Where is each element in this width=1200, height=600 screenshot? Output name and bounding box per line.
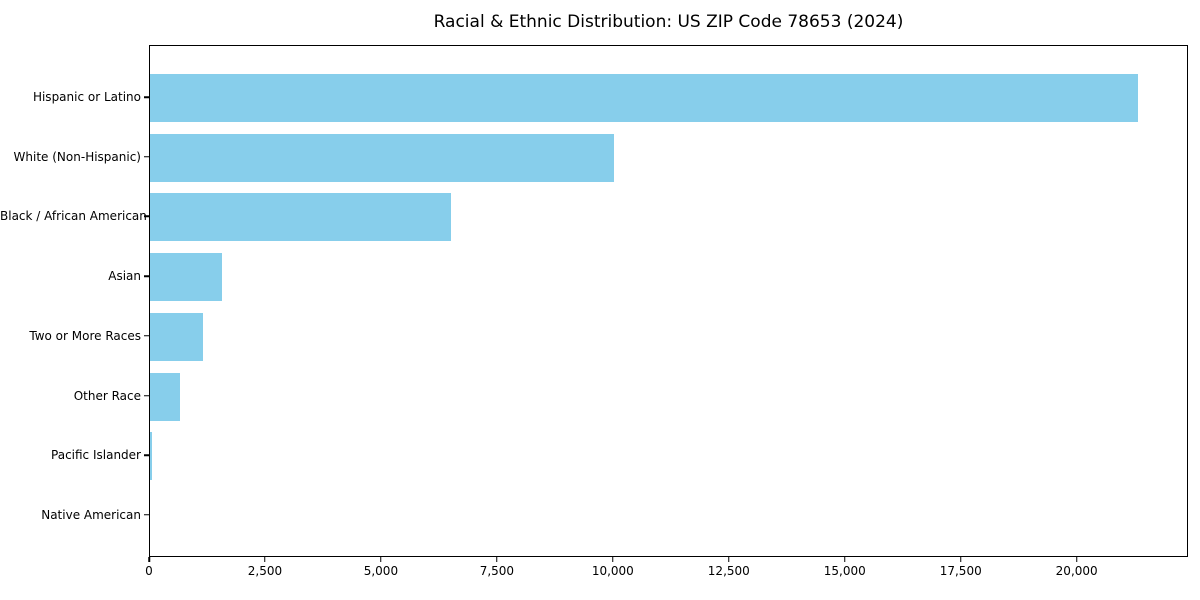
x-tick <box>380 557 382 562</box>
x-tick <box>148 557 150 562</box>
y-axis-label: Asian <box>108 269 141 284</box>
bar-other-race <box>150 372 181 421</box>
bar-two-or-more-races <box>150 312 204 361</box>
x-tick <box>496 557 498 562</box>
x-tick-label: 0 <box>145 564 153 578</box>
bar-black-african-american <box>150 193 452 242</box>
y-axis-label: White (Non-Hispanic) <box>13 149 141 164</box>
y-axis-label: Native American <box>41 507 141 522</box>
y-tick <box>144 454 149 457</box>
y-tick <box>144 215 149 218</box>
x-tick-label: 10,000 <box>591 564 634 578</box>
x-tick-label: 7,500 <box>479 564 515 578</box>
chart-title: Racial & Ethnic Distribution: US ZIP Cod… <box>433 12 904 32</box>
x-tick-label: 20,000 <box>1055 564 1098 578</box>
x-tick-label: 17,500 <box>939 564 982 578</box>
y-tick <box>144 394 149 397</box>
y-axis-label: Two or More Races <box>29 328 141 343</box>
y-tick <box>144 275 149 277</box>
x-tick <box>844 557 846 562</box>
y-tick <box>144 335 149 337</box>
y-axis-label: Other Race <box>73 388 141 403</box>
y-tick <box>144 96 149 98</box>
bar-pacific-islander <box>150 432 153 481</box>
x-tick-label: 2,500 <box>247 564 283 578</box>
bar-hispanic-or-latino <box>150 74 1138 122</box>
y-axis-label: Hispanic or Latino <box>32 90 141 104</box>
plot-area <box>149 45 1188 557</box>
bar-asian <box>150 253 222 302</box>
x-tick-label: 12,500 <box>707 564 750 578</box>
y-axis-label: Black / African American <box>0 209 147 224</box>
y-axis-label: Pacific Islander <box>51 448 141 463</box>
x-tick <box>612 557 614 562</box>
y-tick <box>144 514 149 516</box>
x-tick <box>728 557 730 562</box>
x-tick-label: 5,000 <box>363 564 399 578</box>
x-tick <box>959 557 962 562</box>
x-tick <box>1075 557 1078 562</box>
x-tick <box>264 557 266 562</box>
y-tick <box>144 155 149 158</box>
x-tick-label: 15,000 <box>823 564 866 578</box>
bar-white-non-hispanic <box>150 133 614 182</box>
